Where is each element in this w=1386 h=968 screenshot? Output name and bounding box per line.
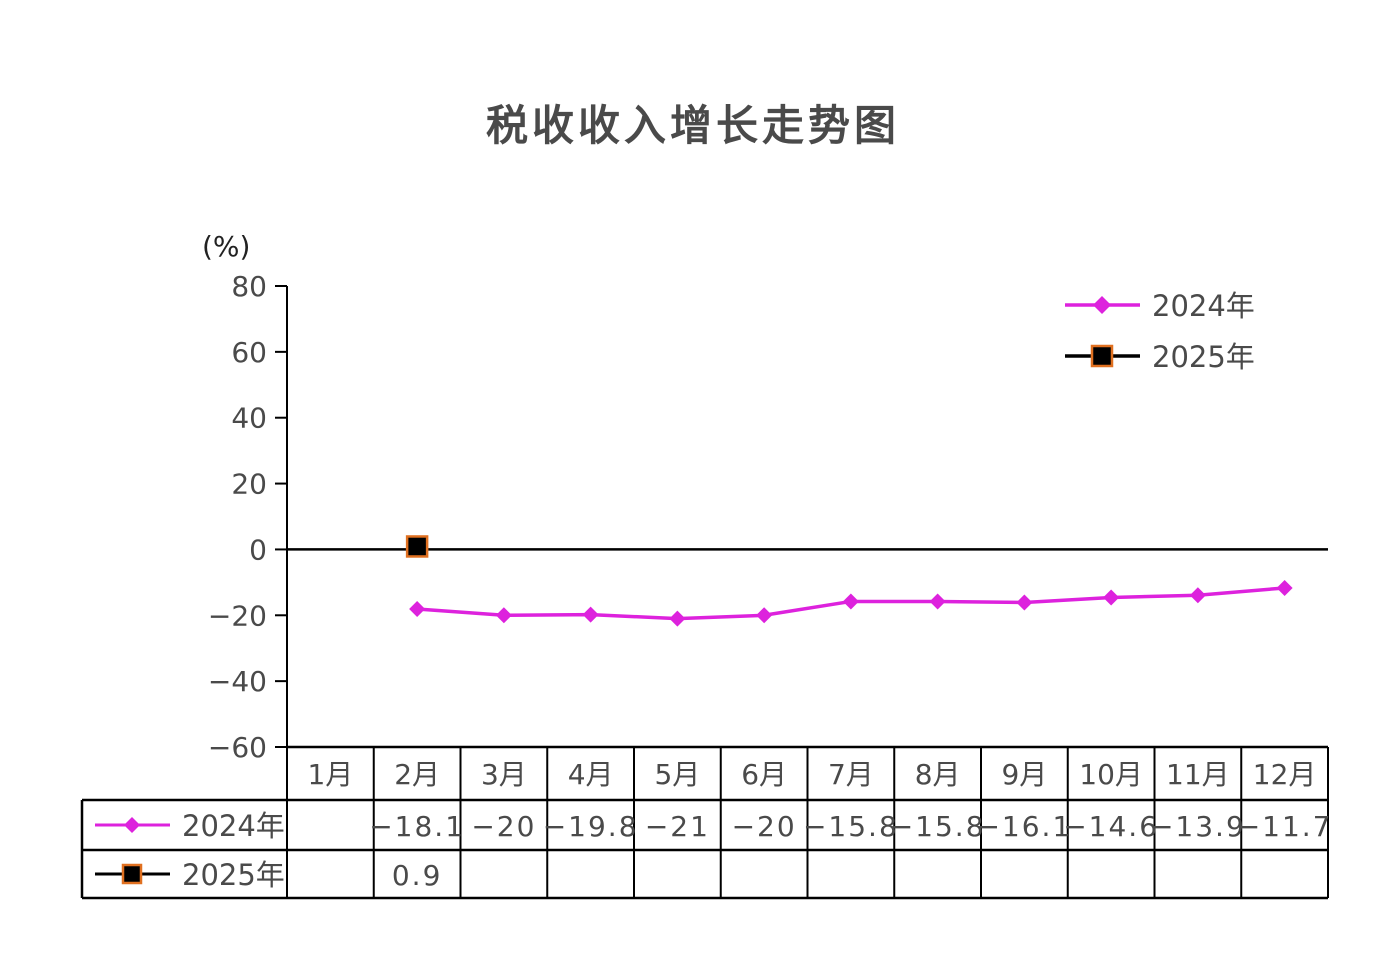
y-axis-unit-label: (%) [202, 230, 251, 263]
table-row-series-name: 2024年 [182, 809, 285, 843]
y-tick-label: 60 [231, 336, 267, 369]
data-point-2024 [1189, 587, 1206, 604]
data-point-2025 [405, 535, 429, 558]
y-tick-label: 40 [231, 402, 267, 435]
x-category-label: 9月 [1001, 758, 1047, 791]
table-cell-value: −15.8 [803, 810, 899, 843]
table-row-key-marker [121, 863, 143, 885]
table-cell-value: −20 [732, 810, 797, 843]
data-point-2024 [1276, 579, 1293, 596]
table-cell-value: −18.1 [369, 810, 465, 843]
data-point-2024 [842, 593, 859, 610]
table-cell-value: 0.9 [392, 859, 443, 892]
table-cell-value: −13.9 [1150, 810, 1246, 843]
legend-label: 2024年 [1152, 289, 1255, 323]
table-cell-value: −19.8 [543, 810, 639, 843]
table-row-series-name: 2025年 [182, 858, 285, 892]
x-category-label: 4月 [568, 758, 614, 791]
table-cell-value: −14.6 [1063, 810, 1159, 843]
x-category-label: 1月 [307, 758, 353, 791]
x-category-label: 5月 [654, 758, 700, 791]
y-tick-label: −40 [208, 665, 267, 698]
chart-title: 税收收入增长走势图 [485, 101, 900, 150]
x-category-label: 8月 [915, 758, 961, 791]
x-category-label: 2月 [394, 758, 440, 791]
legend-marker-2025 [1090, 344, 1114, 368]
data-point-2024 [929, 593, 946, 610]
legend-label: 2025年 [1152, 340, 1255, 374]
data-point-2024 [582, 606, 599, 623]
table-row-key-marker [124, 817, 140, 833]
table-cell-value: −15.8 [890, 810, 986, 843]
data-point-2024 [409, 601, 426, 618]
x-category-label: 10月 [1079, 758, 1143, 791]
y-tick-label: 80 [231, 270, 267, 303]
data-point-2024 [1103, 589, 1120, 606]
table-cell-value: −11.7 [1237, 810, 1333, 843]
y-tick-label: 20 [231, 468, 267, 501]
table-cell-value: −20 [471, 810, 536, 843]
y-tick-label: −60 [208, 731, 267, 764]
y-tick-label: 0 [249, 533, 267, 566]
x-category-label: 11月 [1166, 758, 1230, 791]
data-point-2024 [756, 607, 773, 624]
table-cell-value: −16.1 [976, 810, 1072, 843]
data-point-2024 [495, 607, 512, 624]
legend-marker-2024 [1093, 296, 1111, 314]
x-category-label: 12月 [1253, 758, 1317, 791]
x-category-label: 6月 [741, 758, 787, 791]
x-category-label: 3月 [481, 758, 527, 791]
data-point-2024 [669, 610, 686, 627]
data-point-2024 [1016, 594, 1033, 611]
x-category-label: 7月 [828, 758, 874, 791]
y-tick-label: −20 [208, 599, 267, 632]
table-cell-value: −21 [645, 810, 710, 843]
